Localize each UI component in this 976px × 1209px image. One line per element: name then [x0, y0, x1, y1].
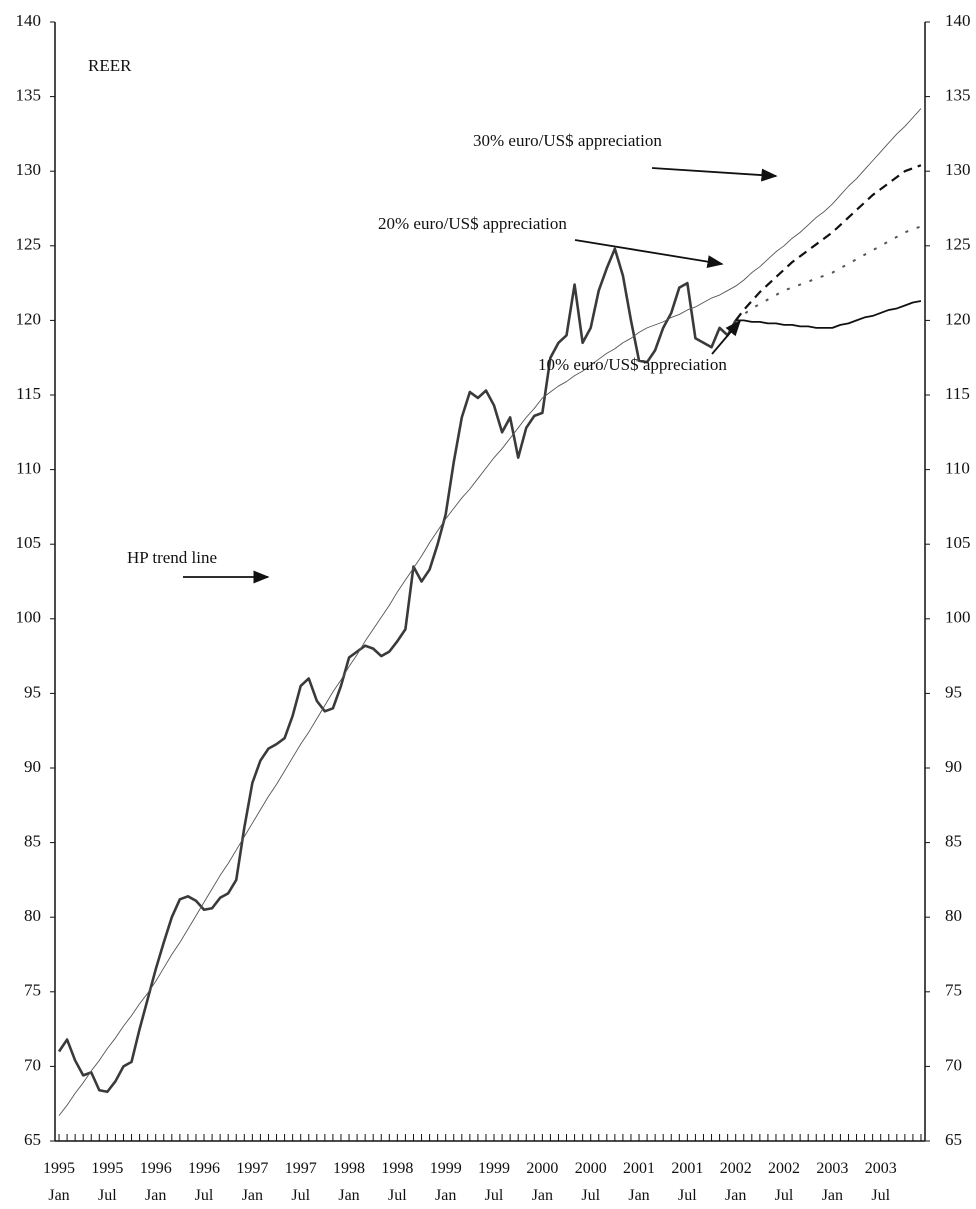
y2-tick-label: 90 — [945, 757, 962, 776]
x-tick-label: 2003 Jul — [864, 1160, 897, 1204]
y2-tick-label: 115 — [945, 384, 970, 403]
series-line — [734, 164, 922, 322]
y-tick-label: 90 — [24, 757, 41, 776]
y2-tick-label: 80 — [945, 906, 962, 925]
y2-tick-label: 100 — [945, 608, 971, 627]
x-tick-label: 2002 Jan — [719, 1160, 752, 1204]
annotation: 10% euro/US$ appreciation — [538, 355, 727, 374]
annotation-arrow — [711, 319, 742, 355]
y-tick-label: 135 — [16, 86, 42, 105]
x-tick-label: 1997 Jan — [236, 1160, 269, 1204]
y2-tick-label: 75 — [945, 981, 962, 1000]
y-tick-label: 65 — [24, 1130, 41, 1149]
y-tick-label: 95 — [24, 682, 41, 701]
x-tick-label: 2000 Jan — [526, 1160, 559, 1204]
y2-tick-label: 110 — [945, 459, 970, 478]
y-tick-label: 80 — [24, 906, 41, 925]
x-tick-label: 2000 Jul — [574, 1160, 607, 1204]
y2-tick-label: 95 — [945, 682, 962, 701]
series-line — [735, 300, 922, 329]
y-tick-label: 120 — [16, 309, 42, 328]
annotation: REER — [88, 56, 132, 75]
x-tick-label: 1998 Jan — [333, 1160, 366, 1204]
annotation: 30% euro/US$ appreciation — [473, 131, 662, 150]
series-line — [57, 247, 737, 1094]
x-tick-label: 1995 Jan — [43, 1160, 76, 1204]
annotation: HP trend line — [127, 548, 217, 567]
y-tick-label: 100 — [16, 608, 42, 627]
y2-tick-label: 120 — [945, 309, 971, 328]
x-tick-label: 1996 Jan — [139, 1160, 172, 1204]
x-tick-label: 1998 Jul — [381, 1160, 414, 1204]
series-line — [735, 225, 922, 322]
y-tick-label: 75 — [24, 981, 41, 1000]
x-tick-label: 1997 Jul — [284, 1160, 317, 1204]
y-tick-label: 105 — [16, 533, 42, 552]
y2-tick-label: 135 — [945, 86, 971, 105]
x-tick-label: 2002 Jul — [768, 1160, 801, 1204]
x-tick-label: 1996 Jul — [188, 1160, 221, 1204]
annotation-arrow — [651, 167, 778, 182]
y-tick-label: 125 — [16, 235, 42, 254]
x-tick-label: 2001 Jan — [623, 1160, 656, 1204]
y2-tick-label: 125 — [945, 235, 971, 254]
annotation-arrow — [574, 239, 724, 269]
y-tick-label: 140 — [16, 11, 42, 30]
x-tick-label: 1999 Jul — [478, 1160, 511, 1204]
x-tick-label: 1995 Jul — [91, 1160, 124, 1204]
y2-tick-label: 105 — [945, 533, 971, 552]
y-tick-label: 85 — [24, 832, 41, 851]
series-line — [58, 108, 922, 1116]
x-tick-label: 1999 Jan — [429, 1160, 462, 1204]
x-tick-label: 2003 Jan — [816, 1160, 849, 1204]
annotation: 20% euro/US$ appreciation — [378, 214, 567, 233]
y2-tick-label: 130 — [945, 160, 971, 179]
y-tick-label: 110 — [16, 459, 41, 478]
y2-tick-label: 140 — [945, 11, 971, 30]
x-tick-label: 2001 Jul — [671, 1160, 704, 1204]
y-tick-label: 70 — [24, 1055, 41, 1074]
y-tick-label: 130 — [16, 160, 42, 179]
y2-tick-label: 85 — [945, 832, 962, 851]
y2-tick-label: 65 — [945, 1130, 962, 1149]
y-tick-label: 115 — [16, 384, 41, 403]
y2-tick-label: 70 — [945, 1055, 962, 1074]
